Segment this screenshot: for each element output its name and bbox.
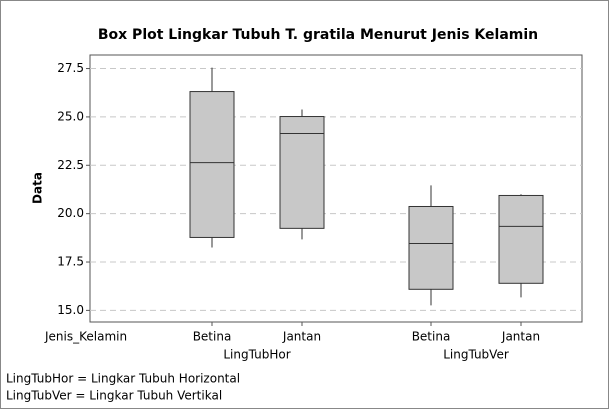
y-tick-label: 25.0 (57, 109, 84, 123)
y-tick-label: 20.0 (57, 206, 84, 220)
chart-title: Box Plot Lingkar Tubuh T. gratila Menuru… (98, 27, 538, 43)
y-tick-label: 15.0 (57, 303, 84, 317)
group-label: LingTubHor (223, 348, 290, 362)
x-tick-label: Betina (412, 330, 451, 344)
y-tick-label: 27.5 (57, 61, 84, 75)
x-axis-label: Jenis_Kelamin (44, 330, 127, 344)
note: LingTubVer = Lingkar Tubuh Vertikal (6, 389, 222, 403)
box (498, 194, 544, 284)
box (408, 205, 454, 290)
box (189, 91, 235, 238)
group-label: LingTubVer (443, 348, 509, 362)
y-tick-label: 22.5 (57, 158, 84, 172)
y-axis-label: Data (31, 172, 45, 204)
box (279, 116, 325, 229)
x-tick-label: Jantan (501, 330, 540, 344)
note: LingTubHor = Lingkar Tubuh Horizontal (6, 372, 240, 386)
y-tick-label: 17.5 (57, 255, 84, 269)
x-tick-label: Betina (193, 330, 232, 344)
x-tick-label: Jantan (282, 330, 321, 344)
